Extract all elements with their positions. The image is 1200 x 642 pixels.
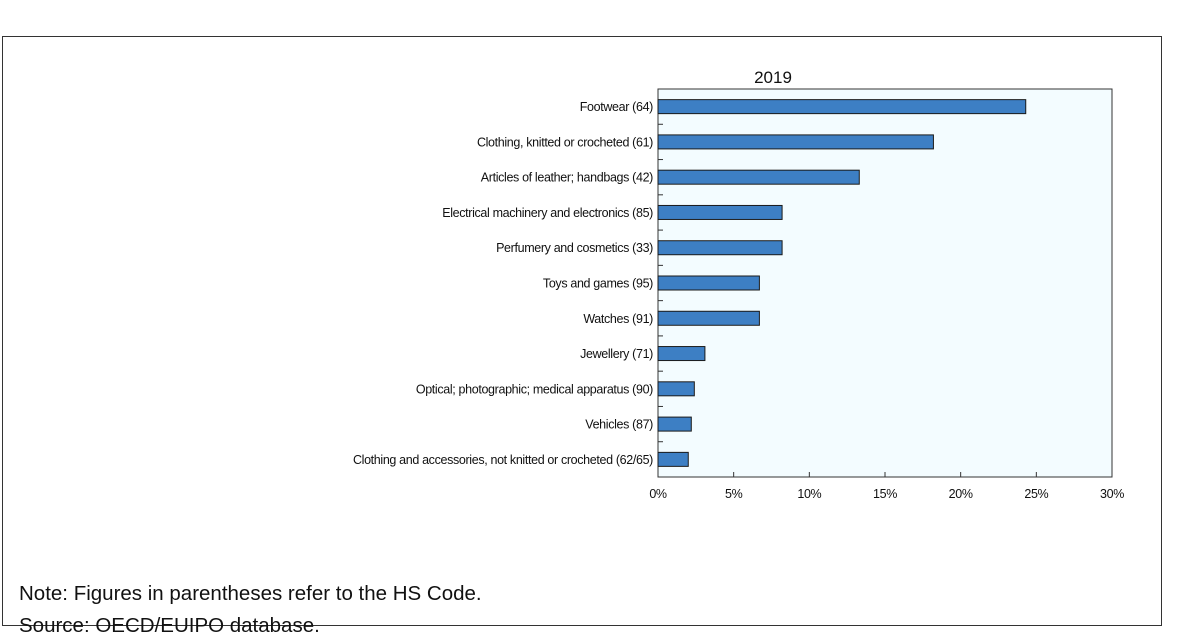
x-axis-ticks: 0% 5% 10% 15% 20% 25% 30%: [649, 472, 1125, 501]
x-tick-label-4: 20%: [949, 487, 973, 501]
category-label-1: Clothing, knitted or crocheted (61): [477, 135, 653, 149]
bar-chart: 2019 Footwear (64) Clothing, knitted or c…: [353, 68, 1125, 501]
bar-10: [657, 451, 689, 467]
category-labels: Footwear (64) Clothing, knitted or croche…: [353, 100, 654, 467]
category-label-0: Footwear (64): [580, 100, 653, 114]
bar-9: [657, 416, 692, 432]
chart-title: 2019: [754, 68, 792, 87]
bar-5: [657, 275, 760, 291]
notes-block: Note: Figures in parentheses refer to th…: [19, 578, 482, 642]
bar-4: [657, 240, 783, 256]
x-tick-label-3: 15%: [873, 487, 897, 501]
category-label-10: Clothing and accessories, not knitted or…: [353, 453, 653, 467]
bar-2: [657, 169, 860, 185]
x-tick-label-2: 10%: [797, 487, 821, 501]
bar-0: [657, 99, 1027, 115]
x-tick-label-0: 0%: [649, 487, 667, 501]
category-label-2: Articles of leather; handbags (42): [481, 171, 653, 185]
x-tick-label-1: 5%: [725, 487, 743, 501]
category-label-5: Toys and games (95): [543, 277, 653, 291]
category-label-9: Vehicles (87): [585, 418, 653, 432]
category-label-7: Jewellery (71): [580, 347, 653, 361]
category-label-4: Perfumery and cosmetics (33): [496, 241, 653, 255]
category-label-6: Watches (91): [583, 312, 653, 326]
bar-6: [657, 310, 760, 326]
y-axis-ticks: [658, 123, 663, 443]
x-tick-label-5: 25%: [1024, 487, 1048, 501]
category-label-3: Electrical machinery and electronics (85…: [442, 206, 653, 220]
bar-7: [657, 346, 706, 362]
note-text: Note: Figures in parentheses refer to th…: [19, 582, 482, 605]
bars-group: [657, 99, 1027, 467]
source-text: Source: OECD/EUIPO database.: [19, 614, 320, 637]
category-label-8: Optical; photographic; medical apparatus…: [416, 382, 653, 396]
bar-8: [657, 381, 695, 397]
bar-1: [657, 134, 934, 150]
figure-frame: 2019 Footwear (64) Clothing, knitted or c…: [2, 36, 1162, 637]
bar-3: [657, 204, 783, 220]
x-tick-label-6: 30%: [1100, 487, 1124, 501]
